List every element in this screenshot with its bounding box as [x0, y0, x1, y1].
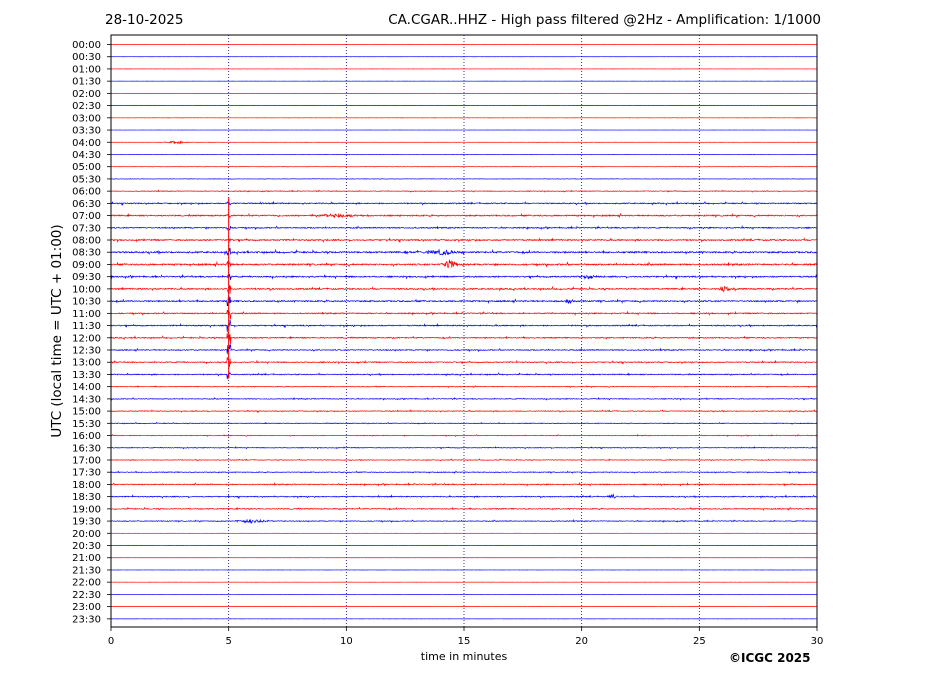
- y-tick-label: 20:30: [72, 541, 101, 552]
- y-tick-label: 08:30: [72, 248, 101, 259]
- y-tick-label: 06:30: [72, 199, 101, 210]
- y-tick-label: 01:00: [72, 64, 101, 75]
- grid-layer: [228, 35, 700, 627]
- x-tick-label: 30: [811, 636, 824, 647]
- trace-1000: [110, 284, 818, 294]
- y-tick-label: 03:00: [72, 113, 101, 124]
- y-tick-label: 03:30: [72, 126, 101, 137]
- x-axis-label: time in minutes: [420, 650, 508, 663]
- x-tick-label: 10: [340, 636, 353, 647]
- date-label: 28-10-2025: [105, 12, 184, 28]
- y-tick-label: 00:00: [72, 40, 101, 51]
- trace-1430: [110, 396, 818, 401]
- trace-1030: [110, 296, 818, 307]
- y-tick-label: 11:30: [72, 321, 101, 332]
- plot-frame: [110, 34, 818, 628]
- y-tick-label: 13:30: [72, 370, 101, 381]
- y-tick-label: 22:00: [72, 578, 101, 589]
- trace-1730: [110, 470, 818, 474]
- y-tick-label: 00:30: [72, 52, 101, 63]
- trace-0630: [111, 200, 818, 206]
- trace-1500: [110, 409, 818, 413]
- x-tick-label: 20: [575, 636, 588, 647]
- y-tick-label: 20:00: [72, 529, 101, 540]
- copyright-label: ©ICGC 2025: [729, 651, 811, 665]
- trace-1630: [110, 446, 818, 450]
- y-tick-label: 12:30: [72, 346, 101, 357]
- y-tick-label: 17:00: [72, 455, 101, 466]
- y-tick-label: 21:00: [72, 553, 101, 564]
- y-tick-label: 18:00: [72, 480, 101, 491]
- y-tick-label: 01:30: [72, 77, 101, 88]
- trace-1700: [110, 458, 818, 462]
- y-tick-label: 18:30: [72, 492, 101, 503]
- y-tick-label: 11:00: [72, 309, 101, 320]
- y-tick-label: 14:30: [72, 394, 101, 405]
- trace-0730: [110, 224, 818, 231]
- trace-layer: [110, 44, 818, 620]
- y-tick-label: 12:00: [72, 333, 101, 344]
- trace-1530: [110, 421, 818, 425]
- trace-1600: [110, 433, 818, 438]
- x-tick-label: 5: [225, 636, 231, 647]
- y-tick-label: 02:00: [72, 89, 101, 100]
- y-tick-label: 17:30: [72, 468, 101, 479]
- y-tick-label: 16:00: [72, 431, 101, 442]
- trace-0600: [110, 189, 818, 193]
- y-tick-label: 09:00: [72, 260, 101, 271]
- trace-1130: [110, 319, 818, 333]
- y-tick-label: 06:00: [72, 187, 101, 198]
- x-tick-label: 25: [693, 636, 706, 647]
- trace-1900: [110, 506, 818, 512]
- chart-title: CA.CGAR..HHZ - High pass filtered @2Hz -…: [388, 12, 821, 28]
- y-tick-label: 05:00: [72, 162, 101, 173]
- y-tick-label: 08:00: [72, 236, 101, 247]
- y-tick-label: 04:00: [72, 138, 101, 149]
- x-tick-label: 15: [458, 636, 471, 647]
- trace-1230: [110, 344, 818, 355]
- trace-1800: [110, 481, 818, 487]
- y-tick-label: 23:00: [72, 602, 101, 613]
- y-tick-label: 13:00: [72, 358, 101, 369]
- y-tick-label: 09:30: [72, 272, 101, 283]
- y-tick-label: 02:30: [72, 101, 101, 112]
- trace-1330: [110, 371, 818, 380]
- y-tick-label: 23:30: [72, 614, 101, 625]
- y-tick-label: 07:30: [72, 223, 101, 234]
- trace-0930: [110, 273, 818, 280]
- trace-1830: [110, 493, 818, 499]
- y-tick-label: 05:30: [72, 174, 101, 185]
- y-tick-label: 19:30: [72, 517, 101, 528]
- trace-0700: [110, 212, 818, 219]
- y-tick-label: 19:00: [72, 504, 101, 515]
- y-tick-label: 15:30: [72, 419, 101, 430]
- y-tick-label: 10:00: [72, 284, 101, 295]
- y-tick-label: 16:30: [72, 443, 101, 454]
- x-tick-label: 0: [108, 636, 114, 647]
- y-tick-label: 14:00: [72, 382, 101, 393]
- y-tick-label: 15:00: [72, 407, 101, 418]
- y-tick-label: 04:30: [72, 150, 101, 161]
- y-tick-label: 07:00: [72, 211, 101, 222]
- y-tick-label: 21:30: [72, 565, 101, 576]
- trace-1400: [110, 385, 818, 389]
- y-tick-label: 22:30: [72, 590, 101, 601]
- trace-1930: [110, 518, 818, 525]
- trace-0400: [110, 140, 818, 145]
- y-tick-label: 10:30: [72, 297, 101, 308]
